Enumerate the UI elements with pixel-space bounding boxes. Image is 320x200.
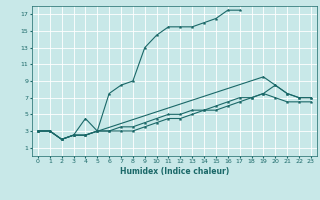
X-axis label: Humidex (Indice chaleur): Humidex (Indice chaleur) xyxy=(120,167,229,176)
